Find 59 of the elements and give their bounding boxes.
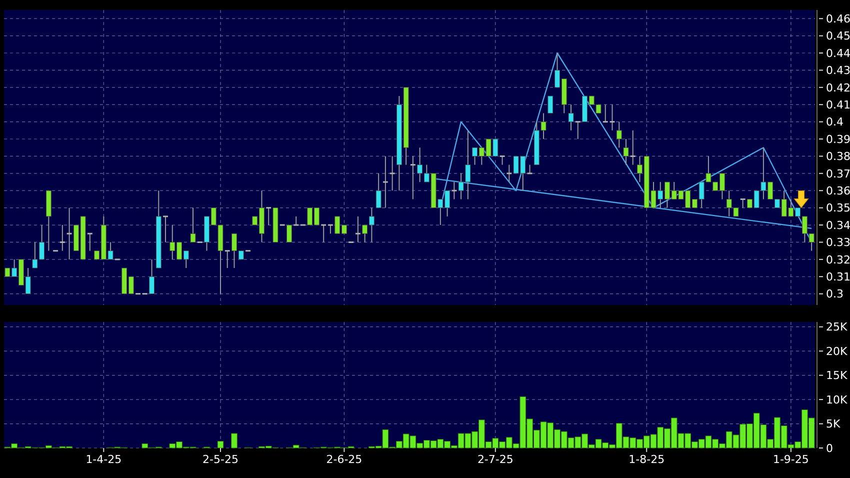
candlestick xyxy=(163,216,168,243)
y-tick-label: 0.42 xyxy=(826,81,850,94)
candlestick xyxy=(286,224,292,242)
candlestick xyxy=(506,164,512,183)
y-tick-label: 0.44 xyxy=(826,46,850,60)
candlestick xyxy=(60,224,65,252)
candlestick xyxy=(224,250,230,269)
y-tick-label: 0.4 xyxy=(826,116,844,129)
candlestick xyxy=(87,232,92,252)
candlestick xyxy=(66,207,72,260)
candlestick xyxy=(190,207,196,243)
candlestick xyxy=(500,155,505,166)
x-tick-label: 2-5-25 xyxy=(202,453,238,466)
y-tick-label: 0.38 xyxy=(826,150,850,164)
x-tick-label: 1-4-25 xyxy=(86,453,122,466)
candlestick xyxy=(355,216,360,243)
y-tick-label: 0 xyxy=(826,442,833,455)
y-tick-label: 10K xyxy=(826,393,848,406)
y-tick-label: 25K xyxy=(826,320,848,334)
y-tick-label: 20K xyxy=(826,344,848,358)
candlestick xyxy=(410,156,416,200)
y-tick-label: 0.45 xyxy=(826,30,850,43)
candlestick xyxy=(321,224,326,243)
y-tick-label: 15K xyxy=(826,369,848,382)
candlestick xyxy=(376,172,382,208)
candlestick xyxy=(610,104,615,131)
candlestick xyxy=(294,216,299,226)
candlestick xyxy=(452,182,457,200)
y-tick-label: 0.46 xyxy=(826,12,850,26)
y-tick-label: 0.34 xyxy=(826,218,850,232)
candlestick xyxy=(602,104,608,123)
bar xyxy=(217,440,224,448)
y-tick-label: 0.37 xyxy=(826,167,850,180)
candlestick xyxy=(616,121,622,148)
candlestick xyxy=(266,207,272,226)
y-tick-label: 0.41 xyxy=(826,98,850,112)
candlestick xyxy=(149,258,154,294)
y-tick-label: 0.31 xyxy=(826,270,850,284)
x-tick-label: 2-7-25 xyxy=(477,453,514,466)
candlestick xyxy=(575,121,580,140)
candlestick xyxy=(623,138,629,166)
y-tick-label: 0.36 xyxy=(826,184,850,198)
y-tick-label: 0.32 xyxy=(826,253,850,266)
candlestick xyxy=(548,96,554,114)
x-tick-label: 2-6-25 xyxy=(326,453,362,466)
bar xyxy=(231,433,238,448)
candlestick xyxy=(740,198,746,208)
x-tick-label: 1-8-25 xyxy=(628,453,665,466)
y-tick-label: 0.39 xyxy=(826,132,850,146)
candlestick xyxy=(568,104,574,131)
candlestick xyxy=(630,130,636,166)
y-tick-label: 0.35 xyxy=(826,202,850,215)
candlestick xyxy=(390,156,395,192)
y-tick-label: 0.33 xyxy=(826,236,850,250)
x-tick-label: 1-9-25 xyxy=(772,453,809,466)
y-tick-label: 0.3 xyxy=(826,288,844,301)
y-tick-label: 0.43 xyxy=(826,64,850,78)
candlestick xyxy=(382,156,388,208)
y-tick-label: 5K xyxy=(826,418,841,431)
